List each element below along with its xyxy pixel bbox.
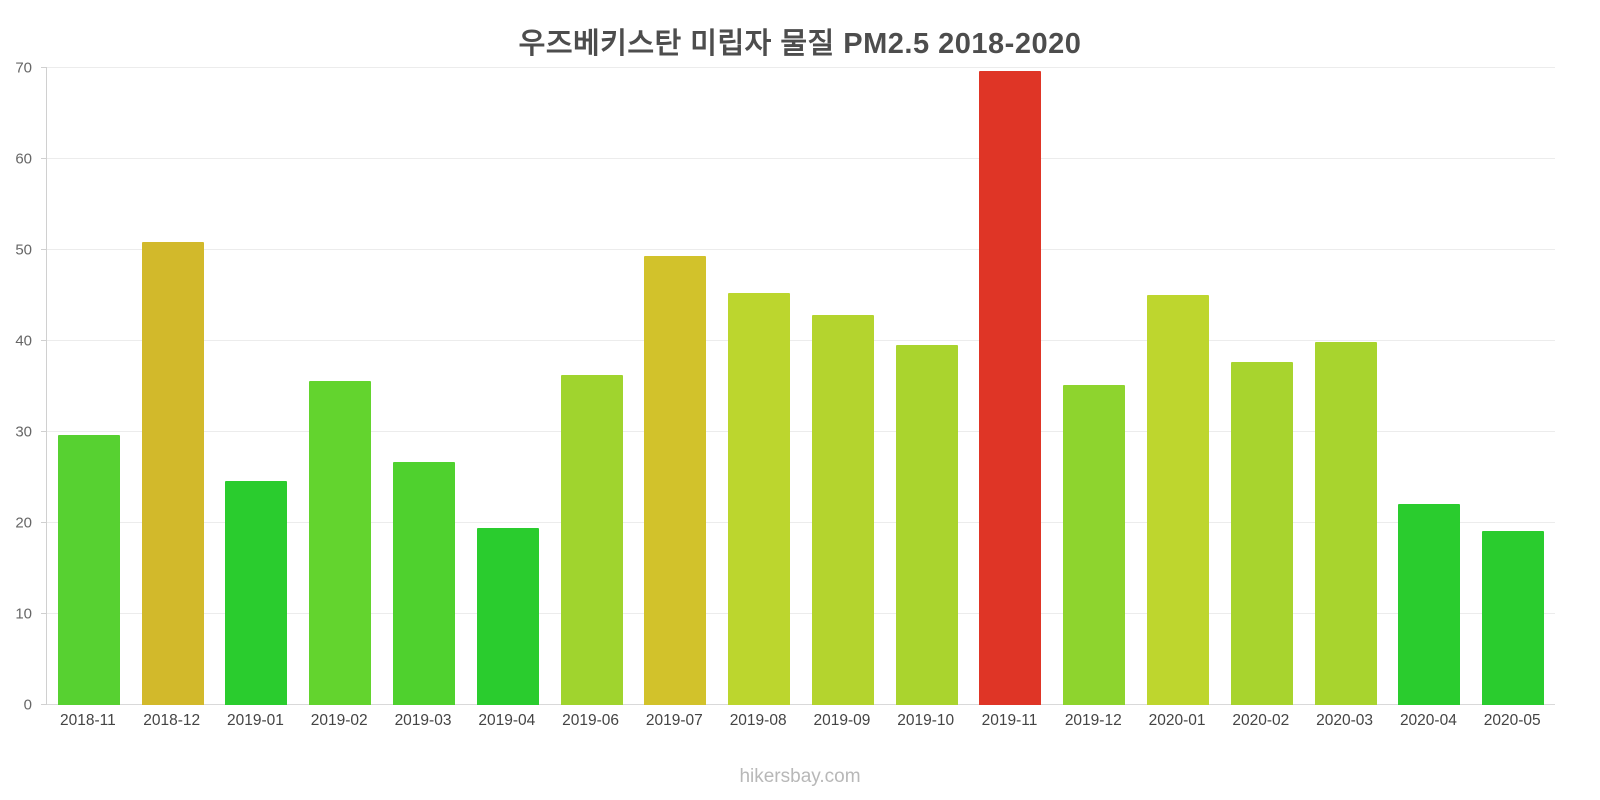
- x-tick-label-2020-03: 2020-03: [1316, 712, 1374, 729]
- bar-2019-10[interactable]: [895, 344, 958, 705]
- x-tick-label-2018-11: 2018-11: [60, 712, 116, 729]
- bars-group: [47, 68, 1555, 705]
- x-axis-labels: 2018-11 2018-12 2019-01 2019-02 2019-03 2019-…: [46, 712, 1554, 730]
- gridline-0: [47, 704, 1555, 705]
- plot-area: [41, 67, 1555, 705]
- gridline-60: [47, 158, 1555, 159]
- bar-2019-06[interactable]: [560, 374, 623, 705]
- y-tick-label-60: 60: [15, 150, 32, 168]
- watermark-text: hikersbay.com: [739, 766, 861, 787]
- bar-slot-2019-06: [550, 68, 634, 705]
- y-tick-mark-50: [41, 249, 47, 250]
- bar-slot-2018-12: [131, 68, 215, 705]
- bar-2020-02[interactable]: [1230, 361, 1293, 705]
- bar-2019-09[interactable]: [811, 314, 874, 705]
- bar-2019-02[interactable]: [309, 381, 372, 705]
- bar-2018-12[interactable]: [141, 241, 204, 705]
- y-tick-label-40: 40: [15, 332, 32, 350]
- bar-slot-2020-04: [1388, 68, 1472, 705]
- y-tick-label-10: 10: [15, 605, 32, 623]
- x-tick-label-2019-01: 2019-01: [227, 712, 284, 729]
- bar-2019-07[interactable]: [644, 256, 707, 705]
- gridline-30: [47, 431, 1555, 432]
- gridline-20: [47, 522, 1555, 523]
- bar-slot-2019-12: [1052, 68, 1136, 705]
- bar-slot-2019-01: [215, 68, 299, 705]
- x-tick-label-2019-11: 2019-11: [981, 712, 1038, 729]
- bar-slot-2020-03: [1304, 68, 1388, 705]
- x-tick-label-2020-02: 2020-02: [1232, 712, 1290, 729]
- gridline-70: [47, 67, 1555, 68]
- x-tick-label-2018-12: 2018-12: [143, 712, 201, 729]
- bar-slot-2019-08: [717, 68, 801, 705]
- bar-slot-2020-01: [1136, 68, 1220, 705]
- y-tick-mark-10: [41, 613, 47, 614]
- bar-2019-08[interactable]: [728, 292, 791, 705]
- x-tick-label-2019-09: 2019-09: [813, 712, 871, 729]
- y-tick-mark-60: [41, 158, 47, 159]
- bar-slot-2019-09: [801, 68, 885, 705]
- bar-2019-11[interactable]: [979, 70, 1042, 705]
- x-tick-label-2019-12: 2019-12: [1064, 712, 1122, 729]
- bar-slot-2019-03: [382, 68, 466, 705]
- x-tick-label-2019-10: 2019-10: [897, 712, 955, 729]
- y-tick-label-30: 30: [15, 423, 32, 441]
- y-tick-mark-70: [41, 67, 47, 68]
- gridline-50: [47, 249, 1555, 250]
- y-tick-mark-40: [41, 340, 47, 341]
- bar-2018-11[interactable]: [57, 434, 120, 705]
- bar-2019-01[interactable]: [225, 481, 288, 705]
- bar-2019-04[interactable]: [476, 527, 539, 705]
- chart-title: 우즈베키스탄 미립자 물질 PM2.5 2018-2020: [518, 28, 1082, 60]
- y-tick-label-0: 0: [23, 696, 32, 714]
- bar-2020-03[interactable]: [1314, 341, 1377, 705]
- y-tick-mark-30: [41, 431, 47, 432]
- bar-slot-2019-04: [466, 68, 550, 705]
- x-tick-label-2019-08: 2019-08: [729, 712, 787, 729]
- x-tick-label-2019-07: 2019-07: [645, 712, 703, 729]
- x-tick-label-2019-02: 2019-02: [310, 712, 368, 729]
- bar-2020-04[interactable]: [1398, 503, 1461, 705]
- bar-slot-2019-07: [633, 68, 717, 705]
- x-tick-label-2020-04: 2020-04: [1399, 712, 1457, 729]
- bar-slot-2019-02: [298, 68, 382, 705]
- bar-slot-2019-11: [969, 68, 1053, 705]
- bar-slot-2019-10: [885, 68, 969, 705]
- y-tick-label-70: 70: [15, 59, 32, 77]
- bar-2019-03[interactable]: [393, 462, 455, 705]
- gridline-10: [47, 613, 1555, 614]
- x-tick-label-2020-01: 2020-01: [1148, 712, 1206, 729]
- y-tick-label-50: 50: [15, 241, 32, 259]
- bar-slot-2020-05: [1471, 68, 1555, 705]
- y-axis-labels: 0 10 20 30 40 50 60 70: [0, 61, 40, 713]
- x-tick-label-2019-06: 2019-06: [562, 712, 620, 729]
- x-tick-label-2019-04: 2019-04: [478, 712, 536, 729]
- x-tick-label-2020-05: 2020-05: [1483, 712, 1541, 729]
- gridline-40: [47, 340, 1555, 341]
- bar-2019-12[interactable]: [1063, 384, 1126, 705]
- bar-slot-2020-02: [1220, 68, 1304, 705]
- x-tick-label-2019-03: 2019-03: [394, 712, 452, 729]
- y-tick-mark-20: [41, 522, 47, 523]
- y-tick-mark-0: [41, 704, 47, 705]
- bar-2020-05[interactable]: [1482, 531, 1545, 705]
- y-tick-label-20: 20: [15, 514, 32, 532]
- bar-2020-01[interactable]: [1147, 294, 1210, 705]
- bar-slot-2018-11: [47, 68, 131, 705]
